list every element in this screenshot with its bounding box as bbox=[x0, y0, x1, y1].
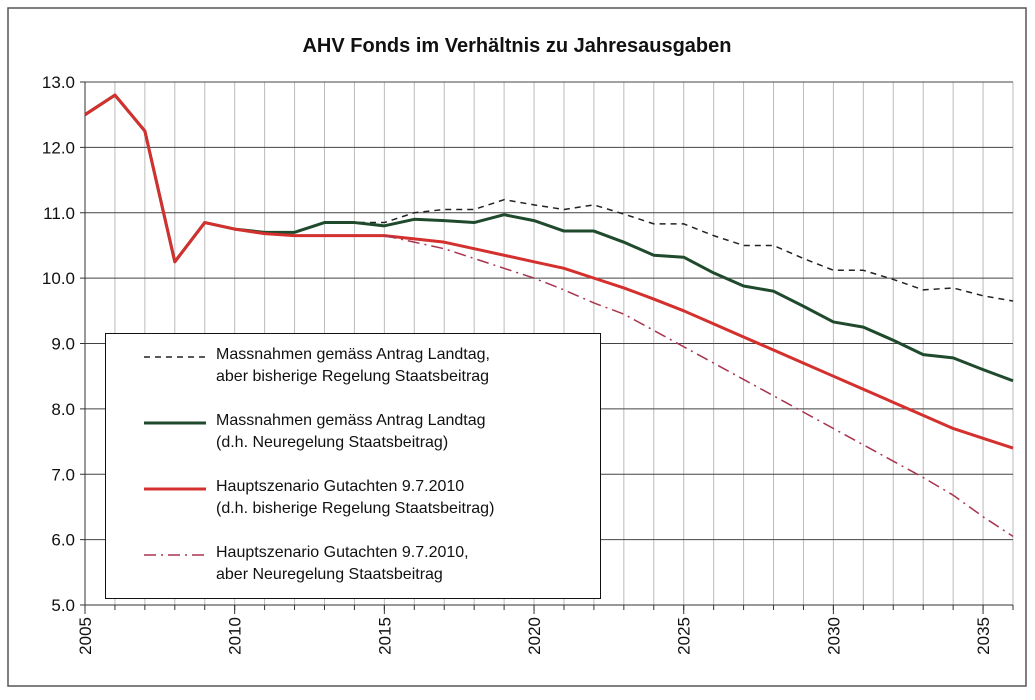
x-tick-label: 2025 bbox=[675, 617, 694, 655]
legend: Massnahmen gemäss Antrag Landtag, aber b… bbox=[105, 333, 601, 599]
y-tick-label: 5.0 bbox=[51, 596, 75, 615]
legend-entry: Hauptszenario Gutachten 9.7.2010 (d.h. b… bbox=[106, 476, 600, 526]
series-line bbox=[84, 93, 1014, 450]
legend-swatch bbox=[144, 421, 206, 425]
y-tick-label: 13.0 bbox=[42, 73, 75, 92]
legend-swatch bbox=[144, 487, 206, 491]
y-tick-label: 11.0 bbox=[43, 204, 75, 223]
x-tick-label: 2015 bbox=[375, 617, 394, 655]
y-tick-label: 7.0 bbox=[51, 465, 75, 484]
legend-swatch bbox=[144, 356, 206, 358]
y-tick-label: 12.0 bbox=[42, 138, 75, 157]
legend-entry: Massnahmen gemäss Antrag Landtag (d.h. N… bbox=[106, 410, 600, 460]
x-tick-label: 2010 bbox=[226, 617, 245, 655]
x-tick-label: 2030 bbox=[824, 617, 843, 655]
y-tick-label: 9.0 bbox=[51, 335, 75, 354]
x-tick-label: 2005 bbox=[76, 617, 95, 655]
chart-title: AHV Fonds im Verhältnis zu Jahresausgabe… bbox=[302, 35, 731, 57]
x-tick-label: 2020 bbox=[525, 617, 544, 655]
legend-label: Massnahmen gemäss Antrag Landtag (d.h. N… bbox=[216, 412, 486, 451]
legend-swatch bbox=[144, 554, 206, 556]
legend-label: Hauptszenario Gutachten 9.7.2010, aber N… bbox=[216, 544, 469, 583]
legend-label: Hauptszenario Gutachten 9.7.2010 (d.h. b… bbox=[216, 478, 495, 517]
x-tick-label: 2035 bbox=[974, 617, 993, 655]
legend-entry: Massnahmen gemäss Antrag Landtag, aber b… bbox=[106, 344, 600, 394]
legend-label: Massnahmen gemäss Antrag Landtag, aber b… bbox=[216, 346, 490, 385]
series-line bbox=[294, 198, 1014, 302]
y-tick-label: 10.0 bbox=[42, 269, 75, 288]
y-tick-label: 8.0 bbox=[51, 400, 75, 419]
frame bbox=[7, 7, 1027, 687]
y-tick-label: 6.0 bbox=[51, 531, 75, 550]
series-line bbox=[384, 234, 1014, 537]
legend-entry: Hauptszenario Gutachten 9.7.2010, aber N… bbox=[106, 542, 600, 592]
